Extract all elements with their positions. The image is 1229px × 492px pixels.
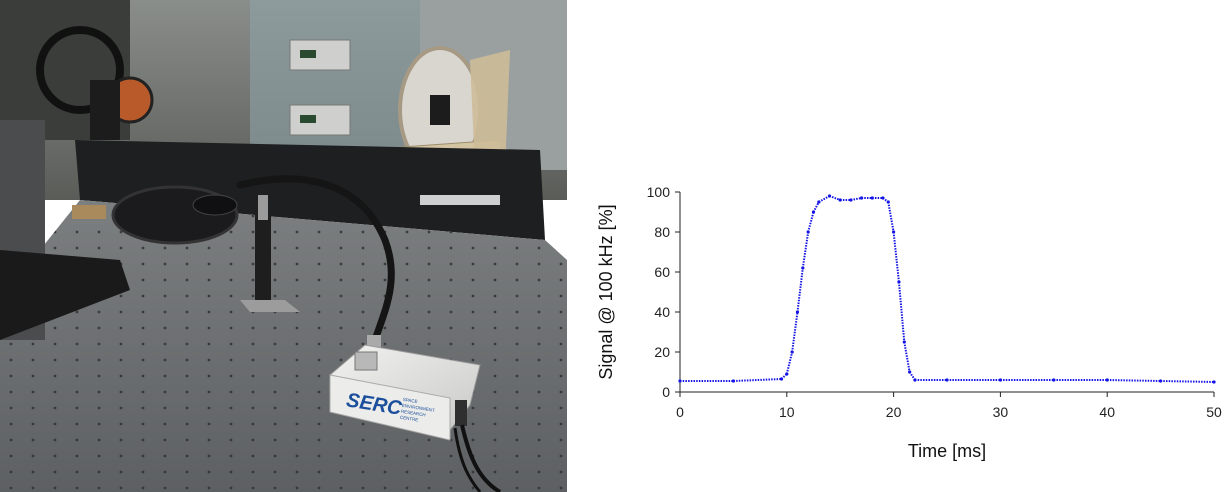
- y-axis-label: Signal @ 100 kHz [%]: [596, 204, 616, 379]
- series-segment: [791, 311, 799, 353]
- serc-subtext-2: ENVIRONMENT: [401, 403, 435, 413]
- y-tick-label: 20: [654, 344, 670, 360]
- x-tick-label: 0: [676, 404, 684, 420]
- x-tick-label: 20: [886, 404, 902, 420]
- serc-subtext-3: RESEARCH: [401, 409, 426, 418]
- instrument-rack: [289, 39, 351, 71]
- series-segment: [903, 341, 911, 373]
- series-segment: [785, 351, 794, 375]
- y-tick-label: 40: [654, 304, 670, 320]
- serc-subtext-4: CENTRE: [400, 415, 419, 423]
- series-segment: [818, 195, 831, 203]
- y-tick-label: 0: [662, 384, 670, 400]
- y-tick-label: 60: [654, 264, 670, 280]
- series-segment: [892, 231, 900, 283]
- series-segment: [807, 211, 815, 233]
- series-segment: [882, 197, 889, 203]
- series-segment: [908, 371, 916, 381]
- y-tick-label: 80: [654, 224, 670, 240]
- series-segment: [850, 197, 862, 201]
- series-segment: [887, 201, 895, 233]
- series-segment: [796, 267, 804, 313]
- post-holder: [255, 215, 271, 305]
- series-segment: [780, 373, 788, 380]
- series-segment: [801, 231, 810, 269]
- series-segment: [1107, 379, 1161, 382]
- x-tick-label: 40: [1099, 404, 1115, 420]
- breadboard: [75, 140, 545, 240]
- signal-chart: 0 10 20 30 40 50 0 20 40 60 80 100 Time [ms] Signal @…: [596, 184, 1222, 461]
- fiber-cable: [236, 175, 395, 344]
- lab-photo: SERC SPACE ENVIRONMENT RESEARCH CENTRE: [0, 0, 567, 492]
- series-segment: [1160, 380, 1215, 383]
- x-tick-label: 10: [779, 404, 795, 420]
- x-axis-label: Time [ms]: [908, 441, 986, 461]
- series-segment: [812, 201, 820, 213]
- x-tick-label: 30: [993, 404, 1009, 420]
- optical-ring: [36, 26, 124, 114]
- series-segment: [733, 378, 782, 382]
- series-segment: [897, 281, 906, 343]
- x-tick-label: 50: [1206, 404, 1222, 420]
- series-segment: [829, 195, 841, 201]
- power-cable: [460, 424, 502, 492]
- serc-subtext-1: SPACE: [402, 397, 418, 404]
- y-tick-label: 100: [647, 184, 671, 200]
